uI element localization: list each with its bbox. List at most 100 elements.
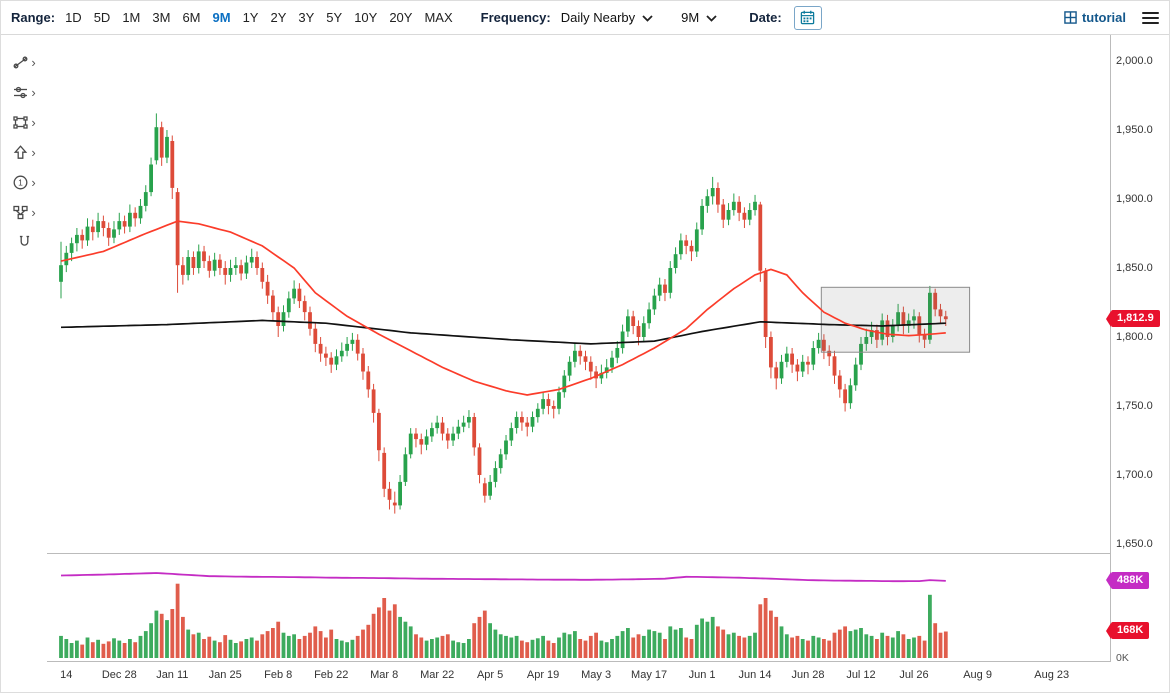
volume-bar (694, 624, 699, 658)
candle-body (700, 205, 704, 230)
candle-body (271, 295, 275, 313)
tool-number-annotation[interactable]: 1 › (1, 167, 47, 197)
candle-body (509, 428, 514, 441)
candle-body (265, 281, 270, 296)
volume-bar (657, 632, 662, 658)
candle-body (90, 226, 95, 233)
volume-bar (901, 634, 906, 658)
candle-body (599, 372, 604, 379)
candle-body (943, 316, 948, 320)
menu-icon[interactable] (1142, 9, 1159, 27)
range-option-9m[interactable]: 9M (212, 10, 231, 25)
candle-body (885, 320, 890, 337)
candle-body (218, 259, 222, 268)
frequency-dropdown[interactable]: Daily Nearby (561, 10, 653, 25)
candle-body (101, 221, 106, 228)
range-option-5y[interactable]: 5Y (326, 10, 343, 25)
volume-bar (610, 639, 614, 658)
candle-body (233, 265, 238, 268)
candle-body (795, 364, 800, 372)
tool-patterns[interactable]: › (1, 197, 47, 227)
range-option-2y[interactable]: 2Y (270, 10, 287, 25)
candle-body (557, 392, 561, 409)
tutorial-link[interactable]: tutorial (1064, 10, 1126, 25)
volume-bar (175, 583, 180, 658)
volume-bar (541, 635, 545, 658)
range-option-20y[interactable]: 20Y (389, 10, 413, 25)
volume-bar (731, 632, 736, 658)
candle-body (684, 240, 689, 246)
range-option-max[interactable]: MAX (424, 10, 453, 25)
range-option-3m[interactable]: 3M (152, 10, 171, 25)
chart-canvas[interactable]: 14 Dec 28 Jan 11 Jan 25 Feb 8 Feb 22 Mar 8 Mar … (47, 35, 1111, 694)
candle-body (604, 367, 609, 373)
volume-bar (938, 632, 943, 658)
volume-bar (668, 626, 673, 658)
candle-body (286, 298, 291, 313)
candle-body (138, 205, 143, 219)
range-option-1d[interactable]: 1D (65, 10, 82, 25)
volume-bar (546, 640, 551, 658)
chevron-down-icon (706, 15, 717, 22)
range-option-10y[interactable]: 10Y (354, 10, 378, 25)
volume-bar (59, 635, 63, 658)
tool-shapes[interactable]: › (1, 107, 47, 137)
candle-body (917, 316, 922, 335)
candle-body (106, 228, 111, 238)
candle-body (398, 481, 402, 506)
volume-bar (880, 632, 885, 658)
volume-bar (165, 620, 169, 658)
candle-body (652, 295, 657, 310)
annotation-rectangle[interactable] (820, 286, 971, 353)
x-axis-label: Dec 28 (102, 669, 137, 681)
volume-bar (917, 635, 922, 658)
candle-body (408, 433, 413, 455)
volume-bar (186, 629, 191, 658)
range-option-5d[interactable]: 5D (93, 10, 111, 25)
tool-magnet[interactable] (1, 227, 47, 257)
candle-body (641, 323, 646, 337)
frequency-value: Daily Nearby (560, 10, 636, 25)
candle-body (371, 389, 376, 413)
range-label: Range: (11, 10, 56, 25)
range-option-3y[interactable]: 3Y (298, 10, 315, 25)
range-option-1m[interactable]: 1M (122, 10, 141, 25)
tool-indicators[interactable]: › (1, 77, 47, 107)
date-label: Date: (749, 10, 782, 25)
candle-body (339, 350, 344, 357)
candle-body (933, 292, 938, 310)
volume-bar (912, 637, 916, 658)
range-option-1y[interactable]: 1Y (242, 10, 259, 25)
candle-body (143, 192, 148, 206)
range-option-6m[interactable]: 6M (182, 10, 201, 25)
candle-body (726, 210, 731, 220)
date-picker-button[interactable] (793, 5, 822, 30)
candle-body (763, 270, 768, 337)
candle-body (392, 502, 397, 506)
volume-bar (117, 640, 122, 658)
svg-text:1: 1 (18, 177, 23, 187)
volume-bar (557, 637, 561, 658)
volume-bar (382, 598, 387, 658)
candle-body (281, 312, 286, 326)
tool-measure[interactable]: › (1, 47, 47, 77)
volume-bar (112, 638, 116, 659)
candle-body (149, 164, 153, 193)
period-dropdown[interactable]: 9M (681, 10, 717, 25)
candle-body (498, 454, 503, 469)
candle-body (69, 243, 74, 253)
candle-body (186, 257, 191, 275)
tool-arrow[interactable]: › (1, 137, 47, 167)
volume-bar (673, 629, 678, 658)
candle-body (901, 312, 906, 326)
volume-bar (652, 631, 657, 658)
volume-bar (244, 639, 249, 658)
candle-body (535, 408, 540, 418)
top-toolbar: Range: 1D 5D 1M 3M 6M 9M 1Y 2Y 3Y 5Y 10Y 20Y MAX Fre… (1, 1, 1169, 35)
volume-bar (551, 643, 556, 658)
volume-bar (562, 632, 567, 658)
candle-body (175, 192, 180, 266)
volume-bar (647, 629, 651, 658)
candle-body (477, 447, 482, 475)
candle-body (228, 268, 233, 275)
